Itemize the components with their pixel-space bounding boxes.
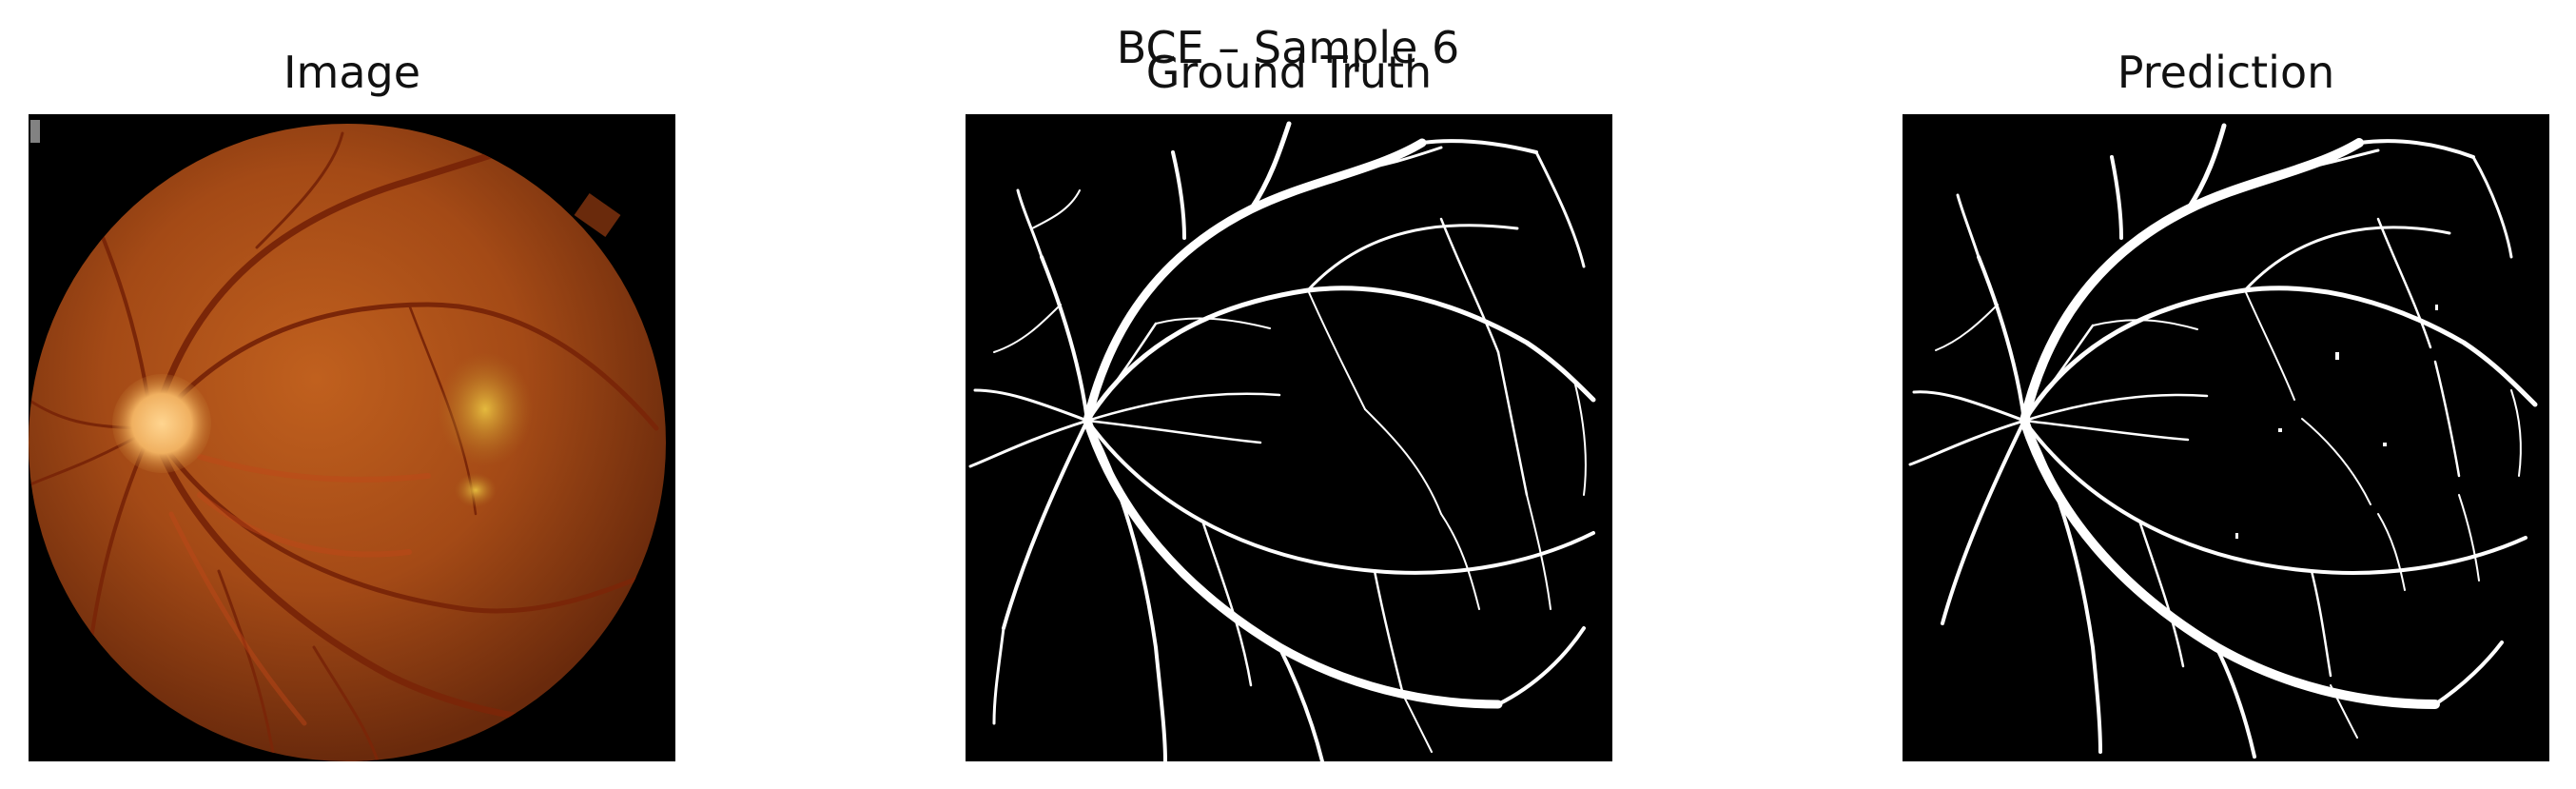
prediction-panel — [1903, 114, 2549, 761]
fundus-image-panel — [29, 114, 675, 761]
exudate-spot — [455, 473, 497, 507]
optic-disc — [112, 374, 211, 473]
prediction-noise-specks — [2235, 305, 2438, 539]
prediction-mask — [1908, 123, 2538, 759]
retina-disc — [29, 124, 666, 761]
ground-truth-mask — [968, 121, 1596, 761]
exudate-region — [438, 352, 533, 466]
corner-marker — [30, 120, 40, 143]
prediction-panel-title: Prediction — [2117, 47, 2335, 98]
fundus-photograph — [29, 120, 666, 761]
image-panel-title: Image — [283, 47, 421, 98]
fundus-notch — [574, 193, 621, 237]
figure-suptitle: BCE – Sample 6 — [1116, 22, 1460, 73]
ground-truth-panel — [966, 114, 1612, 761]
ground-truth-panel-title: Ground Truth — [1145, 47, 1433, 98]
ground-truth-vessels — [968, 121, 1596, 761]
prediction-vessels — [1908, 123, 2538, 759]
